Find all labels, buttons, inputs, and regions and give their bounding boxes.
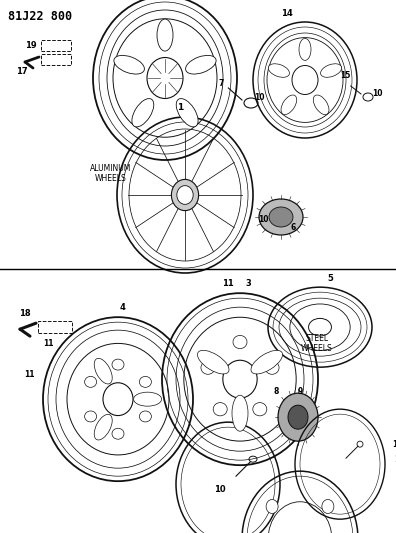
Ellipse shape xyxy=(269,207,293,227)
Ellipse shape xyxy=(85,376,97,387)
Text: 19: 19 xyxy=(25,42,37,51)
Ellipse shape xyxy=(213,402,227,416)
Ellipse shape xyxy=(176,99,198,127)
Text: 5: 5 xyxy=(327,273,333,282)
Text: 12: 12 xyxy=(392,440,396,449)
Ellipse shape xyxy=(112,359,124,370)
Ellipse shape xyxy=(259,199,303,235)
Text: 6: 6 xyxy=(290,222,296,231)
Text: 9: 9 xyxy=(297,386,303,395)
Text: ALUMINUM
WHEELS: ALUMINUM WHEELS xyxy=(90,164,131,183)
Ellipse shape xyxy=(85,411,97,422)
Ellipse shape xyxy=(94,358,112,384)
Ellipse shape xyxy=(253,402,267,416)
Text: 16: 16 xyxy=(394,455,396,464)
Text: 81J22 800: 81J22 800 xyxy=(8,10,72,23)
Ellipse shape xyxy=(313,95,329,115)
Ellipse shape xyxy=(157,19,173,51)
Text: 14: 14 xyxy=(281,10,293,19)
Text: 4: 4 xyxy=(120,303,126,312)
Text: 10: 10 xyxy=(372,90,382,99)
Ellipse shape xyxy=(321,64,342,77)
Text: 10: 10 xyxy=(254,93,264,102)
Ellipse shape xyxy=(299,38,311,60)
Text: 7: 7 xyxy=(219,78,224,87)
Ellipse shape xyxy=(171,180,199,211)
Ellipse shape xyxy=(278,393,318,441)
Ellipse shape xyxy=(201,361,215,374)
Bar xyxy=(41,40,71,51)
Ellipse shape xyxy=(139,411,151,422)
Ellipse shape xyxy=(288,405,308,429)
Text: 17: 17 xyxy=(16,68,28,77)
Ellipse shape xyxy=(132,99,154,127)
Ellipse shape xyxy=(133,392,162,406)
Ellipse shape xyxy=(322,499,334,513)
Text: 11: 11 xyxy=(222,279,234,288)
Ellipse shape xyxy=(114,55,145,74)
Ellipse shape xyxy=(177,185,193,204)
Text: 15: 15 xyxy=(341,71,351,80)
Ellipse shape xyxy=(112,429,124,439)
Ellipse shape xyxy=(251,350,282,374)
Ellipse shape xyxy=(198,350,229,374)
Ellipse shape xyxy=(232,395,248,431)
Ellipse shape xyxy=(266,499,278,513)
Ellipse shape xyxy=(94,414,112,440)
Bar xyxy=(41,54,71,65)
Text: STEEL
WHEELS: STEEL WHEELS xyxy=(301,334,333,353)
Text: 3: 3 xyxy=(245,279,251,288)
Ellipse shape xyxy=(281,95,297,115)
Text: 10: 10 xyxy=(214,484,226,494)
Ellipse shape xyxy=(186,55,216,74)
Text: 8: 8 xyxy=(273,386,279,395)
Text: 18: 18 xyxy=(19,309,31,318)
Ellipse shape xyxy=(265,361,279,374)
Bar xyxy=(38,321,72,333)
Ellipse shape xyxy=(268,64,289,77)
Ellipse shape xyxy=(233,335,247,349)
Ellipse shape xyxy=(139,376,151,387)
Text: 10: 10 xyxy=(258,214,268,223)
Text: 1: 1 xyxy=(177,102,183,111)
Text: 11: 11 xyxy=(24,370,34,378)
Text: 11: 11 xyxy=(43,338,53,348)
